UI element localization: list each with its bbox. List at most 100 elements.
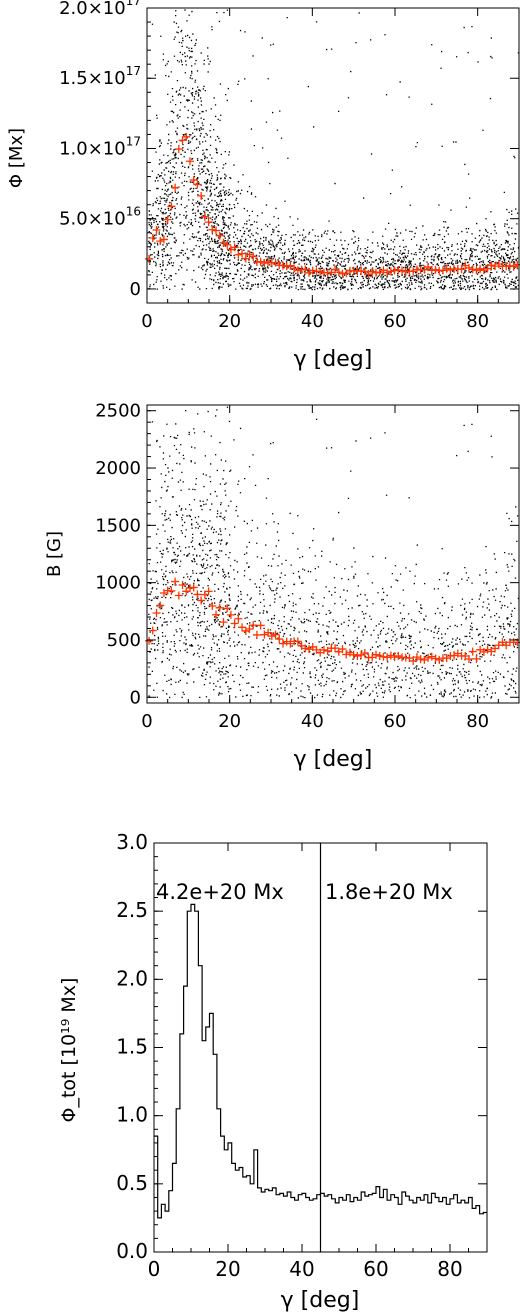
x-tick-label: 40 [301, 311, 324, 332]
median-marker [245, 250, 254, 259]
median-marker [282, 637, 291, 646]
median-marker [197, 596, 206, 605]
median-marker [420, 655, 429, 664]
median-marker [189, 583, 198, 592]
median-marker [282, 262, 291, 271]
median-marker [185, 157, 194, 166]
median-marker [163, 215, 172, 224]
flux-scatter-points [148, 9, 520, 291]
median-marker [204, 587, 213, 596]
median-marker [178, 136, 187, 145]
x-tick-label: 0 [141, 711, 152, 732]
median-marker [394, 651, 403, 660]
median-marker [401, 267, 410, 276]
median-marker [513, 260, 520, 269]
y-tick-label: 0 [130, 279, 141, 300]
median-marker [476, 645, 485, 654]
median-marker [468, 265, 477, 274]
median-marker [338, 645, 347, 654]
median-marker [487, 261, 496, 270]
annotation-low-gamma-flux: 4.2e+20 Mx [156, 880, 284, 904]
median-marker [219, 618, 228, 627]
y-tick-label: 1.5 [116, 1035, 148, 1059]
median-marker [182, 132, 191, 141]
median-marker [334, 268, 343, 277]
y-tick-label: 1500 [95, 515, 141, 536]
median-marker [368, 267, 377, 276]
median-marker [509, 262, 518, 271]
median-marker [260, 259, 269, 268]
median-marker [424, 653, 433, 662]
x-tick-label: 0 [148, 1257, 161, 1281]
median-marker [174, 145, 183, 154]
median-marker [148, 626, 157, 635]
median-marker [264, 628, 273, 637]
field-scatter-points [148, 406, 520, 699]
median-marker [360, 649, 369, 658]
median-marker [431, 265, 440, 274]
median-marker [349, 650, 358, 659]
total-flux-histogram-panel: 0 20 40 60 80 0.0 0.5 1.0 1.5 2.0 2.5 3.0 4.2e+20 M… [58, 830, 488, 1313]
median-marker [357, 650, 366, 659]
median-marker [409, 656, 418, 665]
x-tick-label: 60 [363, 1257, 388, 1281]
scatter-point-cloud [148, 9, 520, 291]
median-marker [431, 654, 440, 663]
median-marker [193, 590, 202, 599]
y-tick-label: 0.0 [116, 1239, 148, 1263]
median-marker [464, 655, 473, 664]
median-marker [398, 266, 407, 275]
median-marker [200, 212, 209, 221]
median-marker [174, 591, 183, 600]
median-marker [383, 268, 392, 277]
median-marker [208, 225, 217, 234]
median-marker [212, 226, 221, 235]
flux-y-axis-label: Φ [Mx] [6, 128, 27, 188]
median-marker [156, 237, 165, 246]
y-tick-label: 2500 [95, 401, 141, 422]
median-marker [476, 264, 485, 273]
median-marker [249, 621, 258, 630]
x-tick-label: 80 [466, 311, 489, 332]
median-marker [316, 267, 325, 276]
field-y-axis-label: B [G] [44, 531, 65, 577]
median-marker [197, 191, 206, 200]
median-marker [159, 235, 168, 244]
median-marker [249, 252, 258, 261]
median-marker [442, 264, 451, 273]
median-marker [472, 654, 481, 663]
y-tick-label: 2.0×1017 [59, 0, 141, 19]
field-axis-ticks: 0 20 40 60 80 0 500 1000 1500 2000 2500 [95, 401, 520, 732]
median-marker [371, 268, 380, 277]
median-marker [278, 261, 287, 270]
x-tick-label: 40 [301, 711, 324, 732]
median-marker [301, 644, 310, 653]
median-marker [167, 202, 176, 211]
y-tick-label: 0 [130, 687, 141, 708]
y-tick-label: 0.5 [116, 1171, 148, 1195]
median-marker [171, 183, 180, 192]
y-tick-label: 5.0×1016 [59, 205, 141, 230]
field-plot-frame [146, 404, 520, 704]
flux-plot-frame [146, 7, 520, 304]
median-marker [375, 268, 384, 277]
median-marker [275, 635, 284, 644]
median-marker [457, 265, 466, 274]
flux-median-markers [145, 132, 520, 279]
median-marker [438, 266, 447, 275]
y-tick-label: 2.0 [116, 966, 148, 990]
x-tick-label: 80 [437, 1257, 462, 1281]
median-marker [383, 653, 392, 662]
median-marker [435, 655, 444, 664]
y-tick-label: 2000 [95, 458, 141, 479]
median-marker [260, 630, 269, 639]
median-marker [264, 257, 273, 266]
histogram-y-axis-label: Φ_tot [10¹⁹ Mx] [58, 978, 80, 1123]
median-marker [245, 624, 254, 633]
x-tick-label: 20 [218, 311, 241, 332]
median-marker [301, 265, 310, 274]
median-marker [238, 249, 247, 258]
median-marker [223, 604, 232, 613]
y-tick-label: 1000 [95, 573, 141, 594]
median-marker [450, 651, 459, 660]
